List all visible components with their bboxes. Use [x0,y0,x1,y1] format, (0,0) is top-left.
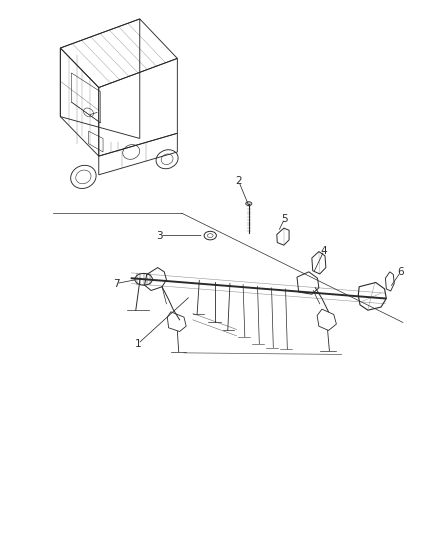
Text: 1: 1 [134,339,141,349]
Text: 6: 6 [397,267,404,277]
Text: 4: 4 [321,246,328,255]
Ellipse shape [246,201,252,205]
Text: 5: 5 [281,214,288,223]
Text: 3: 3 [156,231,163,240]
Text: 2: 2 [235,176,242,186]
Text: 7: 7 [113,279,120,288]
